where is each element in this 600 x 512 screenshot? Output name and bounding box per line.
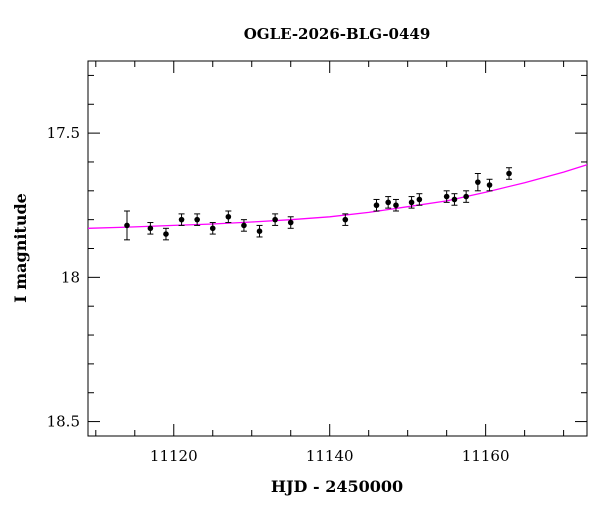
data-point xyxy=(147,225,154,232)
data-point xyxy=(373,202,380,209)
data-point xyxy=(451,196,458,203)
x-axis-label: HJD - 2450000 xyxy=(271,477,403,496)
data-point xyxy=(163,231,169,237)
data-point xyxy=(385,199,391,206)
data-point xyxy=(342,216,349,223)
y-tick-label: 18.5 xyxy=(47,413,80,431)
data-points xyxy=(123,167,513,241)
x-tick-label: 11160 xyxy=(462,447,510,465)
data-point xyxy=(506,170,512,177)
data-point xyxy=(393,202,399,209)
data-point xyxy=(486,182,493,188)
data-point xyxy=(194,216,200,223)
y-tick-label: 17.5 xyxy=(47,124,80,142)
data-point xyxy=(408,199,415,206)
axis-ticks xyxy=(88,61,587,436)
x-tick-label: 11120 xyxy=(150,447,198,465)
data-point xyxy=(124,222,130,229)
model-curve xyxy=(87,164,588,229)
data-point xyxy=(443,193,450,200)
data-point xyxy=(209,225,216,232)
data-point xyxy=(287,219,294,226)
data-point xyxy=(178,216,185,223)
data-point xyxy=(475,179,481,185)
data-point xyxy=(463,193,469,200)
axis-tick-labels: 11120 11140 11160 17.5 18 18.5 xyxy=(47,124,510,465)
y-tick-label: 18 xyxy=(61,268,80,286)
data-point xyxy=(256,228,263,234)
plot-frame xyxy=(87,60,588,437)
x-tick-label: 11140 xyxy=(306,447,354,465)
data-point xyxy=(272,216,278,223)
chart-title: OGLE-2026-BLG-0449 xyxy=(244,25,431,43)
data-point xyxy=(225,213,232,220)
data-point xyxy=(241,222,247,229)
data-point xyxy=(416,196,423,203)
y-axis-label: I magnitude xyxy=(11,193,30,303)
